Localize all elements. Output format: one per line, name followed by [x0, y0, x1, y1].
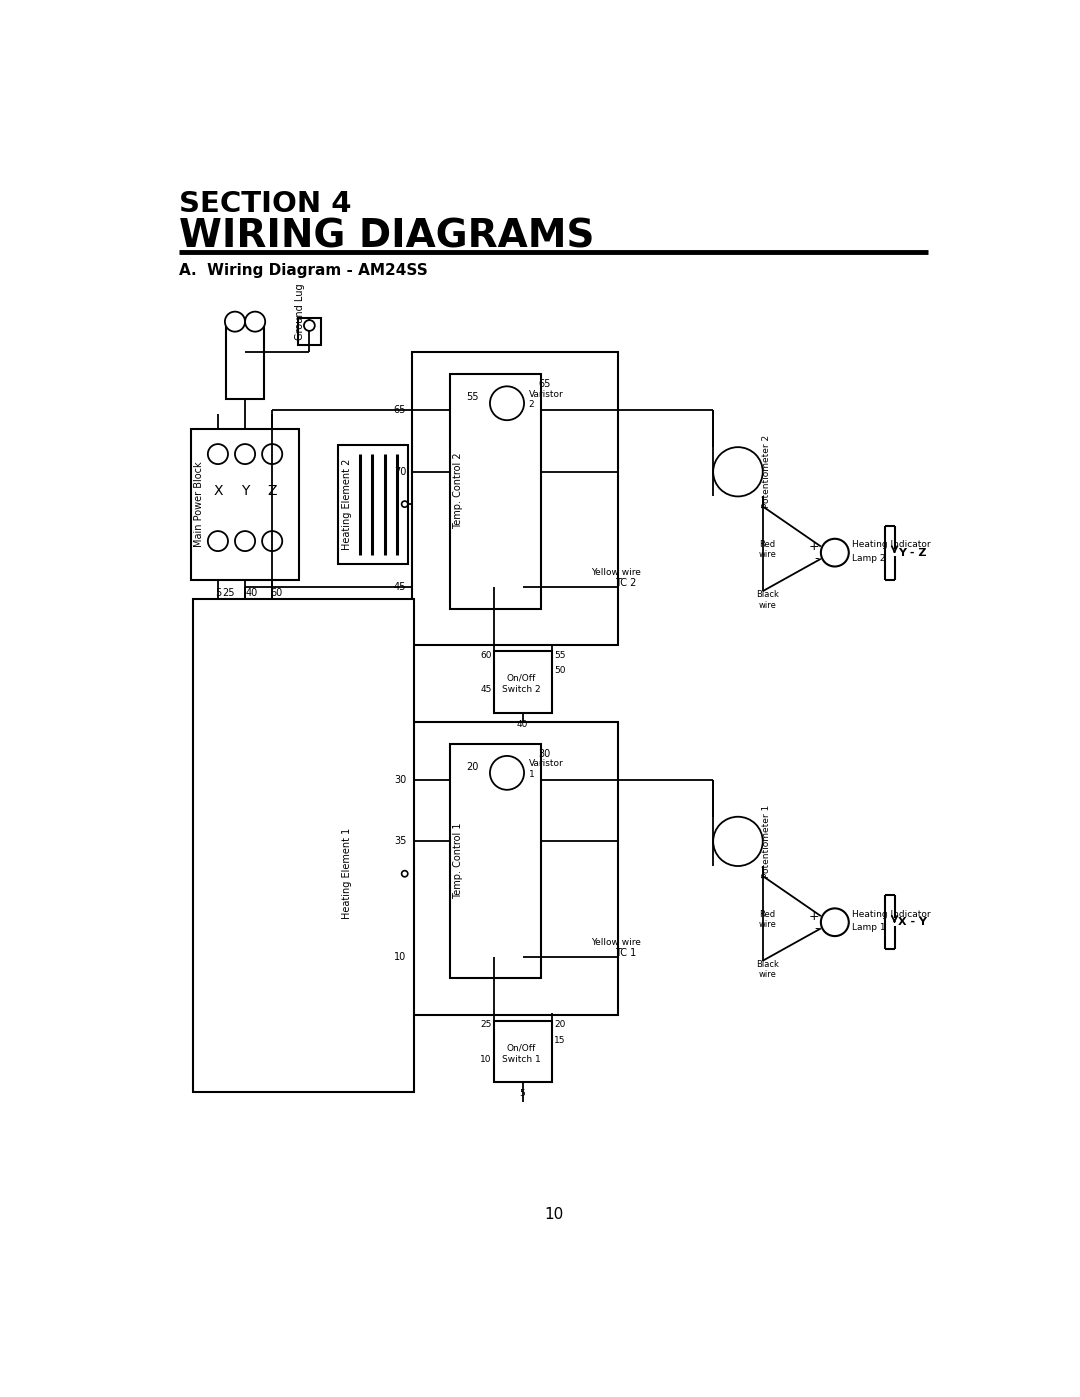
Bar: [449, 743, 541, 978]
Text: 45: 45: [394, 583, 406, 592]
Text: 5: 5: [215, 588, 221, 598]
Bar: [494, 1021, 552, 1083]
Text: X - Y: X - Y: [897, 918, 927, 928]
Bar: [449, 374, 541, 609]
Text: On/Off: On/Off: [507, 673, 536, 683]
Text: A.  Wiring Diagram - AM24SS: A. Wiring Diagram - AM24SS: [179, 263, 428, 278]
Text: Ground Lug: Ground Lug: [295, 284, 305, 339]
Text: 55: 55: [554, 651, 566, 659]
Circle shape: [821, 908, 849, 936]
Text: TC 1: TC 1: [615, 949, 636, 958]
Text: 25: 25: [222, 588, 235, 598]
Text: Z: Z: [268, 483, 276, 499]
Text: 60: 60: [270, 588, 282, 598]
Text: Varistor: Varistor: [529, 759, 564, 768]
Text: Switch 1: Switch 1: [501, 1055, 540, 1063]
Text: Y: Y: [241, 483, 249, 499]
Circle shape: [490, 387, 524, 420]
Text: X: X: [213, 483, 222, 499]
Text: 40: 40: [517, 719, 528, 729]
Text: Lamp 2: Lamp 2: [852, 553, 886, 563]
Circle shape: [821, 539, 849, 567]
Text: 65: 65: [538, 379, 551, 388]
Text: Heating Indicator: Heating Indicator: [852, 541, 931, 549]
Text: Temp. Control 2: Temp. Control 2: [454, 453, 463, 529]
Text: On/Off: On/Off: [507, 1044, 536, 1052]
Text: Heating Element 1: Heating Element 1: [342, 828, 352, 919]
Text: wire: wire: [758, 970, 777, 979]
Text: -: -: [814, 552, 820, 566]
Text: 2: 2: [529, 401, 535, 409]
Text: 25: 25: [481, 1020, 491, 1030]
Text: 70: 70: [394, 467, 406, 476]
Text: wire: wire: [758, 601, 777, 609]
Text: TC 2: TC 2: [615, 578, 636, 588]
Text: 35: 35: [394, 837, 406, 847]
Bar: [413, 722, 618, 1014]
Text: Red: Red: [759, 909, 775, 919]
Bar: [338, 814, 408, 933]
Text: 10: 10: [544, 1207, 563, 1222]
Circle shape: [225, 312, 245, 331]
Bar: [226, 321, 265, 398]
Bar: [494, 651, 552, 712]
Text: 30: 30: [394, 775, 406, 785]
Text: WIRING DIAGRAMS: WIRING DIAGRAMS: [179, 218, 595, 256]
Text: +: +: [809, 541, 820, 553]
Text: 15: 15: [554, 1035, 566, 1045]
Text: Temp. Control 1: Temp. Control 1: [454, 823, 463, 898]
Text: 20: 20: [465, 761, 478, 771]
Circle shape: [713, 447, 762, 496]
Text: 45: 45: [481, 685, 491, 694]
Text: 50: 50: [554, 666, 566, 675]
Circle shape: [713, 817, 762, 866]
Bar: [191, 429, 299, 580]
Text: Potentiometer 1: Potentiometer 1: [762, 805, 771, 879]
Text: Switch 2: Switch 2: [501, 685, 540, 694]
Text: -: -: [814, 922, 820, 935]
Text: Heating Indicator: Heating Indicator: [852, 909, 931, 919]
Circle shape: [402, 502, 408, 507]
Text: Yellow wire: Yellow wire: [592, 569, 642, 577]
Text: 30: 30: [538, 749, 551, 759]
Text: Red: Red: [759, 541, 775, 549]
Circle shape: [490, 756, 524, 789]
Circle shape: [245, 312, 266, 331]
Circle shape: [402, 870, 408, 877]
Bar: [298, 317, 321, 345]
Text: Varistor: Varistor: [529, 390, 564, 398]
Bar: [193, 599, 414, 1091]
Text: SECTION 4: SECTION 4: [179, 190, 352, 218]
Text: Lamp 1: Lamp 1: [852, 923, 886, 932]
Text: 1: 1: [529, 770, 535, 780]
Text: Heating Element 2: Heating Element 2: [342, 458, 352, 550]
Circle shape: [303, 320, 314, 331]
Text: 10: 10: [394, 951, 406, 963]
Text: Black: Black: [756, 960, 779, 970]
Text: Potentiometer 2: Potentiometer 2: [762, 436, 771, 509]
Text: +: +: [809, 909, 820, 922]
Bar: [413, 352, 618, 645]
Text: wire: wire: [758, 550, 777, 559]
Text: wire: wire: [758, 921, 777, 929]
Text: 65: 65: [394, 405, 406, 415]
Text: 40: 40: [245, 588, 257, 598]
Text: Main Power Block: Main Power Block: [193, 461, 203, 548]
Text: Black: Black: [756, 591, 779, 599]
Text: 20: 20: [554, 1020, 566, 1030]
Text: 55: 55: [465, 393, 478, 402]
Bar: [338, 444, 408, 564]
Text: Yellow wire: Yellow wire: [592, 937, 642, 947]
Text: 60: 60: [480, 651, 491, 659]
Text: 10: 10: [480, 1055, 491, 1063]
Text: Y - Z: Y - Z: [897, 548, 927, 557]
Text: 5: 5: [519, 1090, 525, 1098]
